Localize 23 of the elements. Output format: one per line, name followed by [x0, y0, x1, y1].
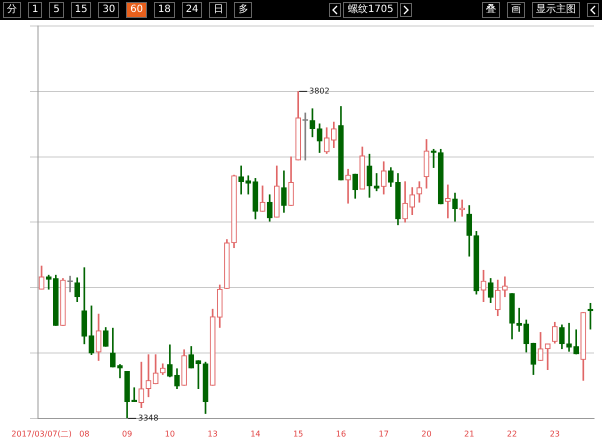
chart-title: 螺纹1705 [342, 2, 398, 18]
x-tick-label: 22 [506, 429, 518, 438]
candlestick [566, 322, 572, 352]
annotation: 3802 [309, 86, 330, 96]
x-tick-label: 23 [550, 429, 560, 438]
x-tick-label: 08 [79, 429, 90, 438]
x-tick-label: 10 [164, 429, 175, 438]
x-tick-label: 21 [464, 429, 474, 438]
text: 叠 画 显示主图 [486, 4, 576, 15]
candlestick [345, 168, 351, 204]
x-tick-label: 16 [336, 429, 346, 438]
candlestick [588, 302, 594, 330]
annotation: 3348 [138, 413, 158, 422]
x-tick-label: 2017/03/07(二) [11, 429, 72, 438]
x-tick-label: 13 [208, 429, 218, 438]
candlestick [146, 354, 152, 398]
text: 分 1 5 15 30 60 18 24 日 多 [7, 4, 248, 15]
x-tick-label: 17 [378, 429, 389, 438]
x-tick-label: 14 [250, 429, 261, 438]
x-tick-label: 20 [421, 429, 432, 438]
candlestick [117, 364, 123, 378]
x-tick-label: 15 [293, 429, 304, 438]
x-tick-label: 09 [122, 429, 132, 438]
